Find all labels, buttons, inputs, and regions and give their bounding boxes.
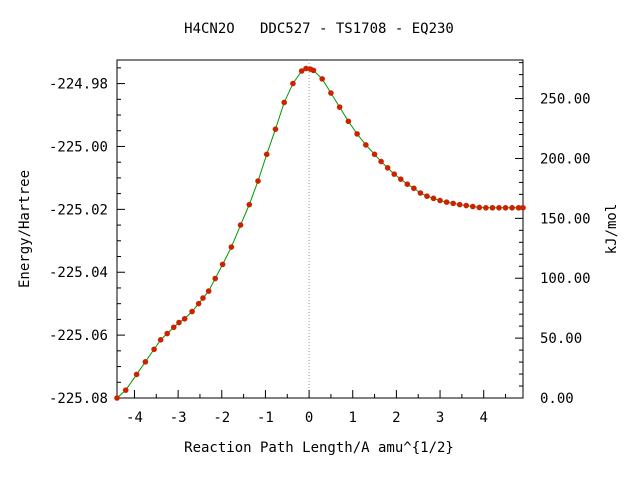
data-point xyxy=(228,244,235,250)
data-point xyxy=(378,158,384,165)
data-point xyxy=(142,359,149,365)
energy-curve xyxy=(116,67,523,399)
x-tick-label: 0 xyxy=(305,410,313,426)
data-point xyxy=(189,308,195,315)
data-point xyxy=(212,275,219,282)
data-point xyxy=(450,200,456,207)
data-point xyxy=(319,76,325,82)
x-tick-label: -2 xyxy=(213,410,230,426)
y2-tick-label: 150.00 xyxy=(540,211,591,227)
data-point xyxy=(133,371,140,378)
y-tick-label: -225.00 xyxy=(49,139,108,155)
y-tick-label: -225.06 xyxy=(49,328,108,344)
x-tick-label: 1 xyxy=(349,410,357,426)
data-point xyxy=(391,171,398,177)
y2-tick-label: 200.00 xyxy=(540,151,591,167)
chart-title: H4CN2O DDC527 - TS1708 - EQ230 xyxy=(184,21,454,37)
data-point xyxy=(164,330,171,337)
data-point xyxy=(363,142,369,148)
data-point xyxy=(205,288,212,294)
x-tick-label: 3 xyxy=(436,410,444,426)
y-tick-label: -224.98 xyxy=(49,77,108,93)
y-tick-label: -225.04 xyxy=(49,265,108,281)
data-point xyxy=(424,193,430,199)
data-point xyxy=(417,190,424,196)
data-point xyxy=(469,203,476,210)
data-point xyxy=(397,176,404,182)
y-tick-label: -225.08 xyxy=(49,391,108,407)
data-point xyxy=(272,126,279,132)
data-point xyxy=(200,295,206,301)
data-point xyxy=(237,222,244,228)
data-point xyxy=(181,315,188,322)
data-point xyxy=(463,202,470,209)
x-tick-label: 2 xyxy=(392,410,400,426)
y2-axis-label: kJ/mol xyxy=(604,204,620,255)
data-point xyxy=(303,65,309,72)
x-axis-label: Reaction Path Length/A amu^{1/2} xyxy=(184,440,454,456)
data-point xyxy=(489,204,496,211)
y-tick-label: -225.02 xyxy=(49,202,108,218)
data-point xyxy=(437,197,443,204)
data-point xyxy=(263,151,270,158)
data-point xyxy=(328,90,334,96)
x-tick-label: -3 xyxy=(170,410,187,426)
y2-tick-label: 100.00 xyxy=(540,271,591,287)
data-point xyxy=(290,80,296,87)
x-tick-label: -1 xyxy=(257,410,274,426)
data-point xyxy=(170,324,177,331)
data-point xyxy=(520,204,526,211)
data-point xyxy=(371,151,378,158)
data-point xyxy=(345,118,352,125)
data-point xyxy=(354,131,360,137)
data-point xyxy=(509,204,515,211)
y2-tick-label: 250.00 xyxy=(540,92,591,108)
y2-tick-label: 0.00 xyxy=(540,391,574,407)
data-point xyxy=(122,387,129,393)
data-point xyxy=(476,204,483,211)
data-point xyxy=(336,104,343,110)
data-point xyxy=(483,204,489,211)
plot-frame xyxy=(116,59,524,399)
data-point xyxy=(219,261,226,268)
data-point xyxy=(496,204,502,211)
data-point xyxy=(255,178,261,184)
data-point xyxy=(310,67,317,74)
data-point xyxy=(456,201,463,208)
data-point xyxy=(151,346,157,353)
data-point xyxy=(195,300,202,307)
y2-tick-label: 50.00 xyxy=(540,331,582,347)
x-tick-label: 4 xyxy=(479,410,487,426)
data-point xyxy=(176,319,182,326)
data-point xyxy=(298,68,305,74)
data-point xyxy=(515,204,522,211)
data-point xyxy=(443,199,450,205)
data-point xyxy=(114,395,120,401)
data-point xyxy=(246,201,253,208)
data-point xyxy=(411,185,417,192)
data-point xyxy=(157,337,164,343)
y-axis-label: Energy/Hartree xyxy=(17,170,33,288)
x-tick-label: -4 xyxy=(126,410,143,426)
data-point xyxy=(281,99,288,106)
data-point xyxy=(502,204,509,211)
data-point xyxy=(404,181,411,187)
data-point xyxy=(384,165,391,171)
data-point xyxy=(430,195,437,202)
